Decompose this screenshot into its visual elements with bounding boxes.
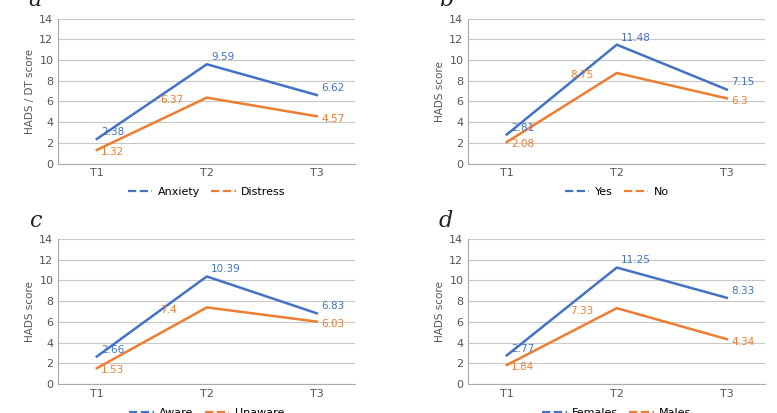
Legend: Anxiety, Distress: Anxiety, Distress: [124, 183, 291, 202]
Text: 2.38: 2.38: [101, 128, 124, 138]
Text: 1.53: 1.53: [101, 365, 124, 375]
Text: d: d: [438, 210, 453, 232]
Text: 4.34: 4.34: [731, 337, 754, 347]
Text: 4.57: 4.57: [321, 114, 344, 124]
Text: 1.32: 1.32: [101, 147, 124, 157]
Text: 8.33: 8.33: [731, 286, 754, 296]
Text: 2.08: 2.08: [511, 139, 535, 149]
Legend: Females, Males: Females, Males: [538, 403, 696, 413]
Text: 6.62: 6.62: [321, 83, 344, 93]
Text: 2.66: 2.66: [101, 345, 124, 355]
Text: c: c: [29, 210, 41, 232]
Text: 8.75: 8.75: [570, 71, 594, 81]
Text: 6.3: 6.3: [731, 96, 747, 106]
Text: 6.83: 6.83: [321, 301, 344, 311]
Text: 9.59: 9.59: [211, 52, 235, 62]
Text: 7.4: 7.4: [161, 305, 177, 315]
Y-axis label: HADS score: HADS score: [435, 281, 445, 342]
Text: 10.39: 10.39: [211, 264, 241, 274]
Legend: Aware, Unaware: Aware, Unaware: [125, 403, 289, 413]
Text: a: a: [29, 0, 42, 11]
Text: 7.33: 7.33: [570, 306, 594, 316]
Text: b: b: [438, 0, 453, 11]
Text: 11.48: 11.48: [621, 33, 651, 43]
Y-axis label: HADS / DT score: HADS / DT score: [25, 49, 35, 134]
Legend: Yes, No: Yes, No: [560, 183, 674, 202]
Text: 1.84: 1.84: [511, 362, 535, 372]
Y-axis label: HADS score: HADS score: [435, 61, 445, 121]
Text: 2.81: 2.81: [511, 123, 535, 133]
Text: 6.37: 6.37: [161, 95, 184, 105]
Y-axis label: HADS score: HADS score: [25, 281, 35, 342]
Text: 6.03: 6.03: [321, 319, 344, 329]
Text: 2.77: 2.77: [511, 344, 535, 354]
Text: 7.15: 7.15: [731, 78, 754, 88]
Text: 11.25: 11.25: [621, 256, 651, 266]
